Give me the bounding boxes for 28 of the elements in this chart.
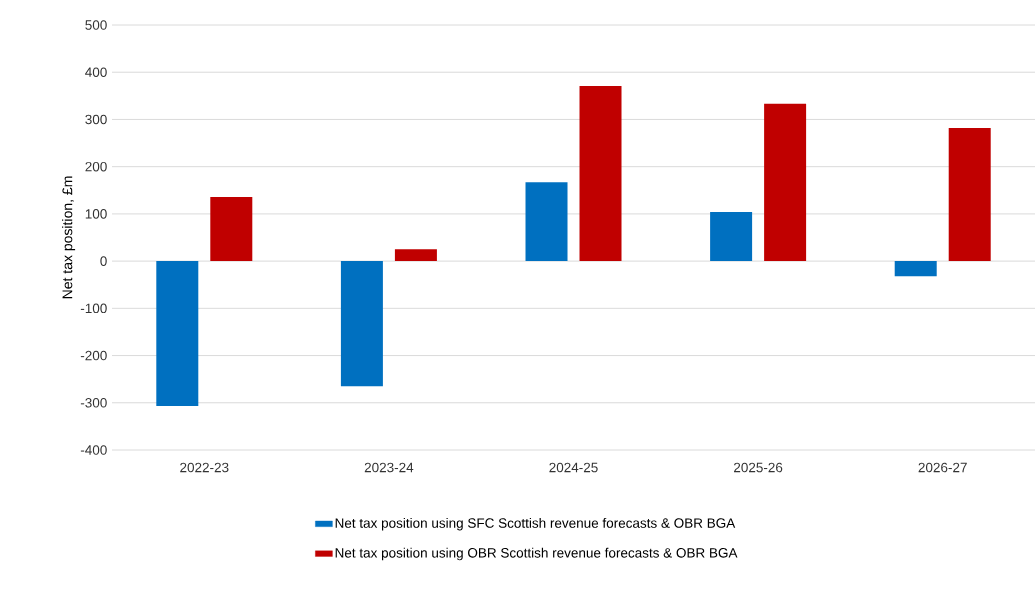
bar	[710, 212, 753, 262]
y-tick-label: 300	[85, 114, 107, 125]
legend-label: Net tax position using OBR Scottish revenue forecasts & OBR BGA	[335, 547, 738, 561]
x-tick-label: 2025-26	[734, 462, 783, 473]
bar	[156, 261, 199, 407]
y-tick-label: -300	[80, 398, 107, 408]
x-tick-label: 2024-25	[549, 462, 598, 473]
bar	[340, 261, 383, 387]
y-tick-label: -200	[80, 350, 107, 361]
bar	[394, 249, 437, 262]
y-tick-label: 0	[100, 256, 107, 266]
y-tick-label: 500	[85, 20, 107, 30]
bar	[894, 261, 937, 277]
y-tick-label: -100	[80, 303, 107, 314]
x-tick-label: 2026-27	[918, 462, 967, 473]
bar	[579, 85, 622, 262]
bar	[948, 127, 991, 262]
bar	[210, 196, 253, 262]
y-tick-label: 400	[85, 67, 107, 77]
x-tick-label: 2022-23	[180, 462, 229, 473]
x-tick-label: 2023-24	[364, 462, 414, 473]
y-tick-label: 200	[85, 161, 107, 172]
y-axis-title: Net tax position, £m	[62, 176, 76, 299]
legend-label: Net tax position using SFC Scottish revenue forecasts & OBR BGA	[335, 517, 736, 531]
y-tick-label: -400	[80, 445, 107, 455]
bar	[525, 182, 568, 262]
bar	[764, 103, 807, 262]
y-tick-label: 100	[85, 209, 107, 219]
